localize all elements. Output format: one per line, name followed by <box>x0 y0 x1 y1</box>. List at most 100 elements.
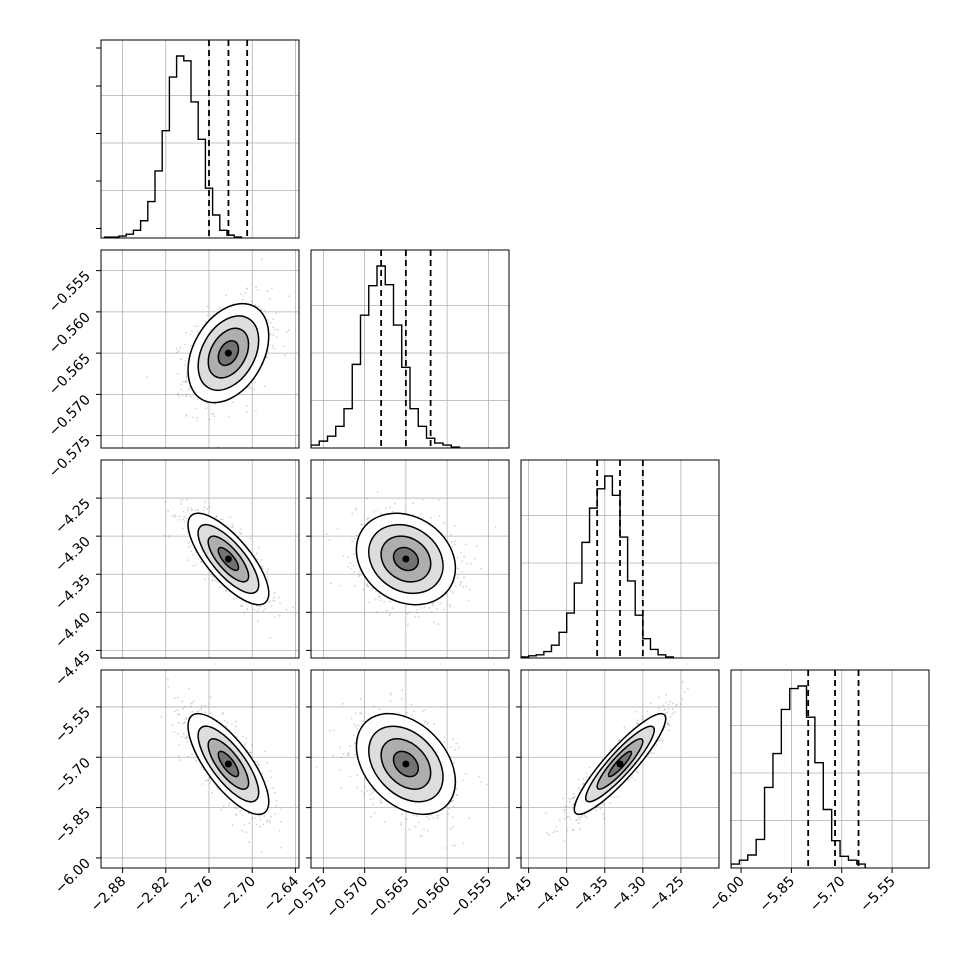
sample-point <box>467 599 470 602</box>
sample-point <box>406 818 408 820</box>
sample-point <box>204 320 207 323</box>
sample-point <box>225 294 227 297</box>
sample-point <box>378 708 381 711</box>
sample-point <box>178 396 180 398</box>
sample-point <box>185 332 188 334</box>
sample-point <box>274 813 277 815</box>
sample-point <box>202 509 205 512</box>
sample-point <box>259 605 262 608</box>
sample-point <box>204 711 207 714</box>
sample-point <box>585 772 588 775</box>
sample-point <box>352 734 355 737</box>
sample-point <box>418 821 420 823</box>
sample-point <box>452 805 455 807</box>
sample-point <box>366 790 369 792</box>
density-panel <box>310 669 510 869</box>
sample-point <box>352 565 355 567</box>
sample-point <box>459 583 461 586</box>
panel-frame <box>310 669 510 869</box>
sample-point <box>277 328 279 331</box>
histogram-panel <box>730 669 930 869</box>
sample-point <box>208 506 211 509</box>
sample-point <box>435 607 438 610</box>
sample-point <box>234 813 237 816</box>
sample-point <box>273 592 276 595</box>
sample-point <box>242 735 244 738</box>
sample-point <box>453 762 455 765</box>
sample-point <box>657 739 660 742</box>
sample-point <box>374 598 377 601</box>
sample-point <box>424 720 426 723</box>
sample-point <box>576 818 579 821</box>
sample-point <box>469 562 472 565</box>
sample-point <box>494 525 497 528</box>
sample-point <box>181 381 184 383</box>
sample-point <box>255 286 257 289</box>
density-peak <box>224 555 232 563</box>
sample-point <box>609 748 612 751</box>
sample-point <box>420 834 423 837</box>
sample-point <box>191 416 194 419</box>
sample-point <box>378 594 380 597</box>
sample-point <box>362 588 364 591</box>
sample-point <box>194 509 197 512</box>
sample-point <box>407 623 409 626</box>
sample-point <box>232 401 234 404</box>
sample-point <box>215 516 218 519</box>
sample-point <box>359 574 361 577</box>
sample-point <box>261 565 263 568</box>
sample-point <box>235 720 237 723</box>
sample-point <box>162 534 165 537</box>
sample-point <box>184 737 186 739</box>
sample-point <box>198 709 201 712</box>
sample-point <box>453 581 456 584</box>
sample-point <box>455 788 458 790</box>
sample-point <box>213 415 216 418</box>
sample-point <box>667 722 670 725</box>
sample-point <box>280 808 283 811</box>
sample-point <box>463 576 465 579</box>
sample-point <box>256 761 258 764</box>
sample-point <box>186 509 189 512</box>
sample-point <box>433 722 435 725</box>
sample-point <box>181 527 184 530</box>
panel-background <box>101 460 299 658</box>
sample-point <box>401 697 403 700</box>
sample-point <box>449 746 452 748</box>
sample-point <box>221 518 224 521</box>
sample-point <box>356 786 359 789</box>
sample-point <box>257 620 259 623</box>
density-peak <box>224 760 232 768</box>
sample-point <box>206 314 209 317</box>
sample-point <box>263 815 266 817</box>
sample-point <box>253 608 256 611</box>
sample-point <box>217 581 220 584</box>
sample-point <box>231 523 234 526</box>
sample-point <box>408 611 411 614</box>
sample-point <box>600 808 602 810</box>
sample-point <box>235 813 238 816</box>
sample-point <box>562 797 564 800</box>
sample-point <box>211 791 213 794</box>
sample-point <box>469 588 472 591</box>
panel-frame <box>310 249 510 449</box>
histogram-step <box>103 55 243 238</box>
density-peak <box>224 349 232 357</box>
sample-point <box>188 542 190 544</box>
sample-point <box>432 604 434 607</box>
sample-point <box>457 567 460 570</box>
sample-point <box>266 819 269 821</box>
sample-point <box>292 606 294 609</box>
sample-point <box>241 829 244 832</box>
density-peak <box>402 555 410 563</box>
sample-point <box>572 829 575 832</box>
sample-point <box>573 795 576 798</box>
sample-point <box>240 604 243 607</box>
sample-point <box>616 796 619 798</box>
sample-point <box>223 587 226 589</box>
sample-point <box>185 379 188 382</box>
sample-point <box>356 727 359 730</box>
sample-point <box>185 375 188 377</box>
sample-point <box>465 585 468 588</box>
sample-point <box>342 703 345 705</box>
